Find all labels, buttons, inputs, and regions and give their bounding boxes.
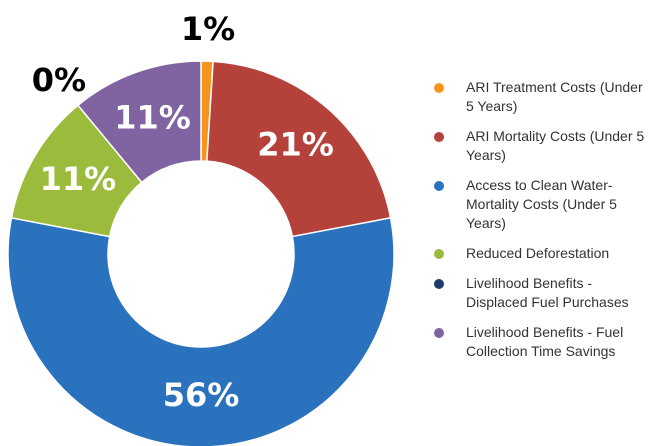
legend-label: Livelihood Benefits - Fuel Collection Ti… <box>466 324 624 359</box>
legend-swatch <box>434 132 444 142</box>
legend-item: Livelihood Benefits - Displaced Fuel Pur… <box>432 274 654 312</box>
data-label: 11% <box>40 160 117 198</box>
data-label: 56% <box>163 376 240 414</box>
legend-label: Reduced Deforestation <box>466 245 610 261</box>
legend-item: Reduced Deforestation <box>432 244 654 263</box>
legend-label: ARI Mortality Costs (Under 5 Years) <box>466 128 645 163</box>
data-label: 1% <box>181 10 235 48</box>
legend-item: Access to Clean Water-Mortality Costs (U… <box>432 176 654 233</box>
data-label: 21% <box>257 126 334 164</box>
donut-slice <box>206 60 392 238</box>
data-label: 0% <box>32 61 86 99</box>
legend: ARI Treatment Costs (Under 5 Years) ARI M… <box>432 78 654 372</box>
legend-swatch <box>434 279 444 289</box>
legend-swatch <box>434 328 444 338</box>
legend-swatch <box>434 181 444 191</box>
legend-label: ARI Treatment Costs (Under 5 Years) <box>466 79 643 114</box>
legend-item: ARI Mortality Costs (Under 5 Years) <box>432 127 654 165</box>
donut-slice <box>7 216 395 446</box>
legend-label: Access to Clean Water-Mortality Costs (U… <box>466 177 617 231</box>
legend-swatch <box>434 249 444 259</box>
legend-item: ARI Treatment Costs (Under 5 Years) <box>432 78 654 116</box>
legend-swatch <box>434 83 444 93</box>
donut-slice <box>76 60 202 184</box>
legend-label: Livelihood Benefits - Displaced Fuel Pur… <box>466 275 629 310</box>
legend-item: Livelihood Benefits - Fuel Collection Ti… <box>432 323 654 361</box>
data-label: 11% <box>114 98 191 136</box>
chart: 1% 21% 56% 11% 0% 11% <box>7 10 395 446</box>
